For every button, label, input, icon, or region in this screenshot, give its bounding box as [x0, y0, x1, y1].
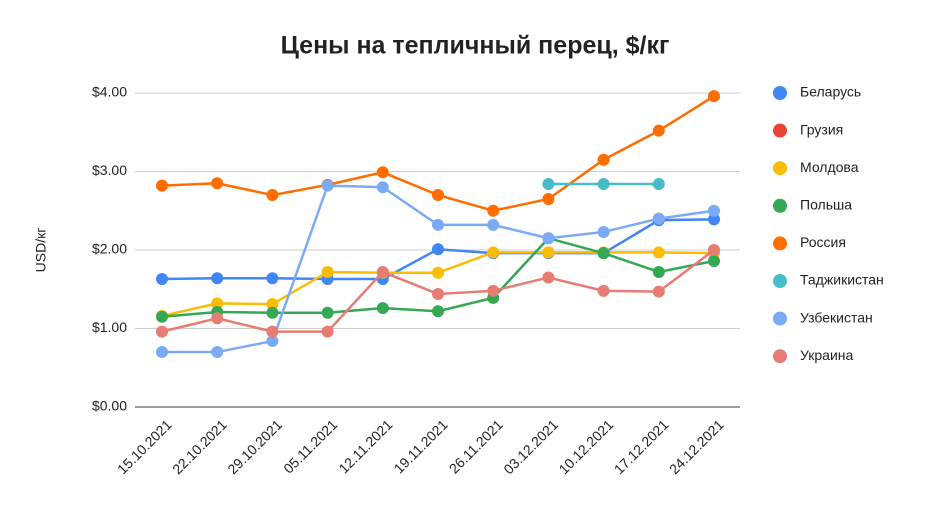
data-point	[266, 298, 279, 311]
data-point	[542, 178, 555, 191]
data-point	[597, 284, 610, 297]
x-tick-label: 26.11.2021	[446, 416, 506, 476]
legend-label: Таджикистан	[800, 272, 884, 288]
data-point	[652, 212, 665, 225]
legend-label: Россия	[800, 234, 846, 250]
data-point	[432, 266, 444, 279]
legend-label: Беларусь	[800, 84, 861, 100]
data-point	[597, 225, 610, 238]
data-point	[211, 297, 224, 310]
y-tick-label: $3.00	[92, 162, 127, 178]
data-point	[652, 124, 665, 137]
data-point	[156, 346, 168, 359]
data-point	[211, 177, 224, 190]
legend-marker	[773, 198, 787, 213]
data-point	[708, 213, 720, 226]
data-point	[652, 285, 665, 298]
data-point	[266, 272, 279, 285]
y-tick-label: $0.00	[92, 398, 127, 414]
legend-label: Молдова	[800, 159, 859, 175]
data-point	[211, 346, 224, 359]
data-point	[321, 306, 334, 319]
x-tick-label: 17.12.2021	[611, 416, 672, 477]
data-point	[597, 247, 610, 260]
legend-label: Украина	[800, 347, 854, 363]
legend-label: Узбекистан	[800, 309, 873, 325]
data-point	[652, 246, 665, 259]
x-tick-label: 24.12.2021	[666, 416, 727, 477]
data-point	[597, 178, 610, 191]
data-point	[432, 218, 444, 231]
y-tick-label: $2.00	[92, 241, 127, 257]
data-point	[266, 335, 279, 348]
x-tick-label: 05.11.2021	[280, 416, 340, 476]
data-point	[211, 312, 224, 325]
x-tick-label: 12.11.2021	[335, 416, 395, 476]
data-point	[432, 243, 444, 256]
y-tick-label: $1.00	[92, 319, 127, 335]
data-point	[708, 90, 720, 103]
data-point	[597, 153, 610, 166]
x-tick-label: 10.12.2021	[555, 416, 616, 477]
data-point	[376, 166, 389, 179]
y-tick-label: $4.00	[92, 84, 127, 100]
y-axis-label: USD/кг	[33, 228, 49, 273]
legend-marker	[773, 349, 787, 364]
data-point	[321, 325, 334, 338]
x-tick-label: 22.10.2021	[169, 416, 230, 477]
data-point	[156, 310, 168, 323]
legend-marker	[773, 236, 787, 251]
x-tick-label: 03.12.2021	[500, 416, 561, 477]
data-point	[487, 204, 500, 217]
data-point	[266, 306, 279, 319]
data-point	[432, 189, 444, 202]
data-point	[708, 254, 720, 267]
data-point	[321, 265, 334, 278]
data-point	[211, 272, 224, 285]
data-point	[156, 179, 168, 192]
legend-label: Грузия	[800, 121, 843, 137]
data-point	[652, 265, 665, 278]
legend-label: Польша	[800, 197, 852, 213]
x-tick-label: 29.10.2021	[224, 416, 285, 477]
x-tick-label: 19.11.2021	[391, 416, 451, 476]
data-point	[432, 305, 444, 318]
data-point	[376, 265, 389, 278]
x-tick-label: 15.10.2021	[114, 416, 175, 477]
data-point	[376, 181, 389, 194]
data-point	[542, 232, 555, 245]
data-point	[542, 246, 555, 259]
data-point	[652, 178, 665, 191]
data-point	[376, 302, 389, 315]
legend-marker	[773, 86, 787, 100]
legend-marker	[773, 274, 787, 288]
data-point	[542, 192, 555, 205]
data-point	[266, 189, 279, 202]
data-point	[156, 325, 168, 338]
chart-title: Цены на тепличный перец, $/кг	[281, 32, 670, 60]
legend-marker	[773, 123, 787, 138]
data-point	[487, 246, 500, 259]
data-point	[321, 179, 334, 192]
data-point	[708, 244, 720, 256]
data-point	[542, 271, 555, 284]
legend-marker	[773, 161, 787, 176]
data-point	[432, 287, 444, 300]
data-point	[708, 204, 720, 217]
data-point	[487, 284, 500, 297]
data-point	[487, 218, 500, 231]
data-point	[156, 273, 168, 286]
data-point	[266, 325, 279, 338]
legend-marker	[773, 311, 787, 326]
